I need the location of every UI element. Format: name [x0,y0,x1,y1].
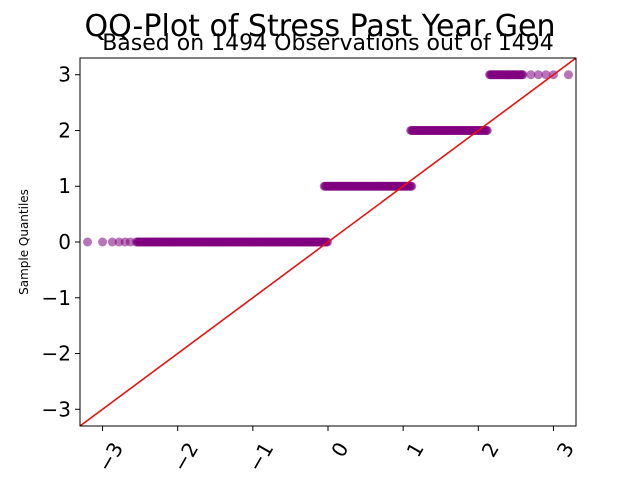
x-tick-label: 3 [552,438,579,461]
y-tick-label: −3 [42,397,71,421]
data-point [125,237,135,247]
chart-subtitle: Based on 1494 Observations out of 1494 [102,31,554,56]
y-tick-label: −1 [42,286,71,310]
data-point [98,237,108,247]
y-tick-label: 3 [58,63,71,87]
y-tick-label: 2 [58,118,71,142]
x-axis: −3 −2 −1 0 1 2 3 [93,426,579,476]
data-point [83,237,93,247]
y-axis: −3 −2 −1 0 1 2 3 [42,63,80,421]
y-axis-label: Sample Quantiles [17,189,31,295]
y-tick-label: 1 [58,174,71,198]
data-point [563,70,573,80]
x-tick-label: 1 [401,438,428,461]
reference-line [80,58,576,426]
points-layer [83,70,573,247]
data-point [533,70,543,80]
x-tick-label: 0 [326,438,353,461]
data-point [107,237,117,247]
chart-title: QQ-Plot of Stress Past Year Gen [85,9,556,44]
y-tick-label: 0 [58,230,71,254]
x-tick-label: 2 [477,438,504,461]
data-point [407,181,417,191]
data-point [526,70,536,80]
x-tick-label: −3 [93,438,129,476]
data-point [518,70,528,80]
plot-area [79,57,577,427]
y-tick-label: −2 [42,342,71,366]
data-point [482,125,492,135]
x-tick-label: −1 [243,438,279,476]
data-point [541,70,551,80]
x-tick-label: −2 [168,438,204,476]
